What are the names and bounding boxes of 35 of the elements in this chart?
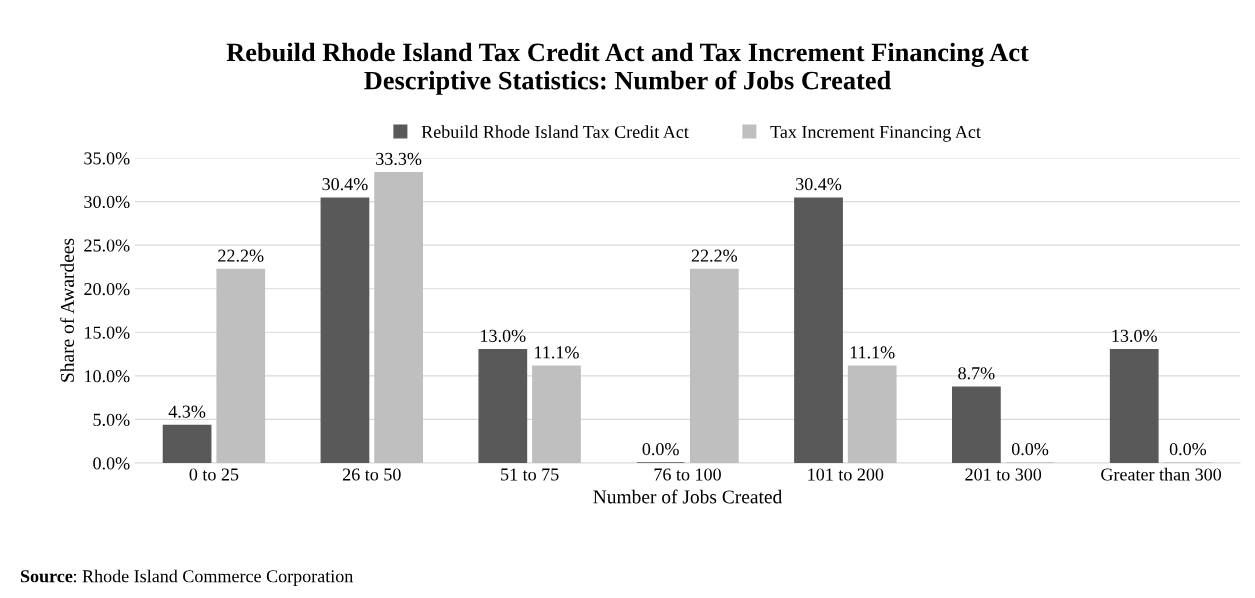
- y-tick-label: 0.0%: [93, 457, 130, 470]
- x-axis-title: Number of Jobs Created: [593, 489, 783, 504]
- source-note: Source: Rhode Island Commerce Corporation: [20, 569, 354, 586]
- x-tick-label: Greater than 300: [1101, 467, 1222, 481]
- data-label: 33.3%: [376, 152, 422, 166]
- data-label: 22.2%: [691, 249, 738, 262]
- x-tick-label: 51 to 75: [501, 468, 559, 481]
- data-label: 11.1%: [535, 346, 579, 359]
- y-tick-label: 5.0%: [93, 413, 130, 426]
- y-tick-label: 35.0%: [84, 152, 130, 165]
- data-label: 13.0%: [481, 329, 526, 342]
- data-label: 0.0%: [1011, 442, 1049, 456]
- data-label: 8.7%: [958, 367, 995, 380]
- legend-label: Rebuild Rhode Island Tax Credit Act: [421, 125, 689, 139]
- data-label: 0.0%: [642, 442, 679, 456]
- data-label: 22.2%: [218, 249, 264, 262]
- data-label: 0.0%: [1169, 442, 1207, 456]
- x-tick-label: 26 to 50: [342, 468, 401, 481]
- y-tick-label: 30.0%: [84, 195, 130, 209]
- y-tick-label: 10.0%: [85, 370, 130, 383]
- y-tick-label: 15.0%: [85, 326, 130, 339]
- data-label: 30.4%: [322, 178, 368, 191]
- data-label: 30.4%: [796, 178, 842, 191]
- y-tick-label: 20.0%: [84, 282, 130, 296]
- y-axis-title: Share of Awardees: [60, 238, 74, 382]
- x-tick-label: 76 to 100: [654, 468, 721, 481]
- data-label: 4.3%: [168, 405, 206, 418]
- x-tick-label: 201 to 300: [965, 468, 1042, 481]
- chart-title: Rebuild Rhode Island Tax Credit Act and Tax Increment Financing Act Descriptive Statistics: Number of Jobs Created: [226, 42, 1029, 95]
- legend-label: Tax Increment Financing Act: [770, 125, 981, 142]
- x-tick-label: 0 to 25: [189, 468, 239, 481]
- data-label: 13.0%: [1112, 329, 1157, 342]
- x-tick-label: 101 to 200: [808, 468, 884, 481]
- data-label: 11.1%: [850, 346, 895, 359]
- y-tick-label: 25.0%: [84, 239, 130, 252]
